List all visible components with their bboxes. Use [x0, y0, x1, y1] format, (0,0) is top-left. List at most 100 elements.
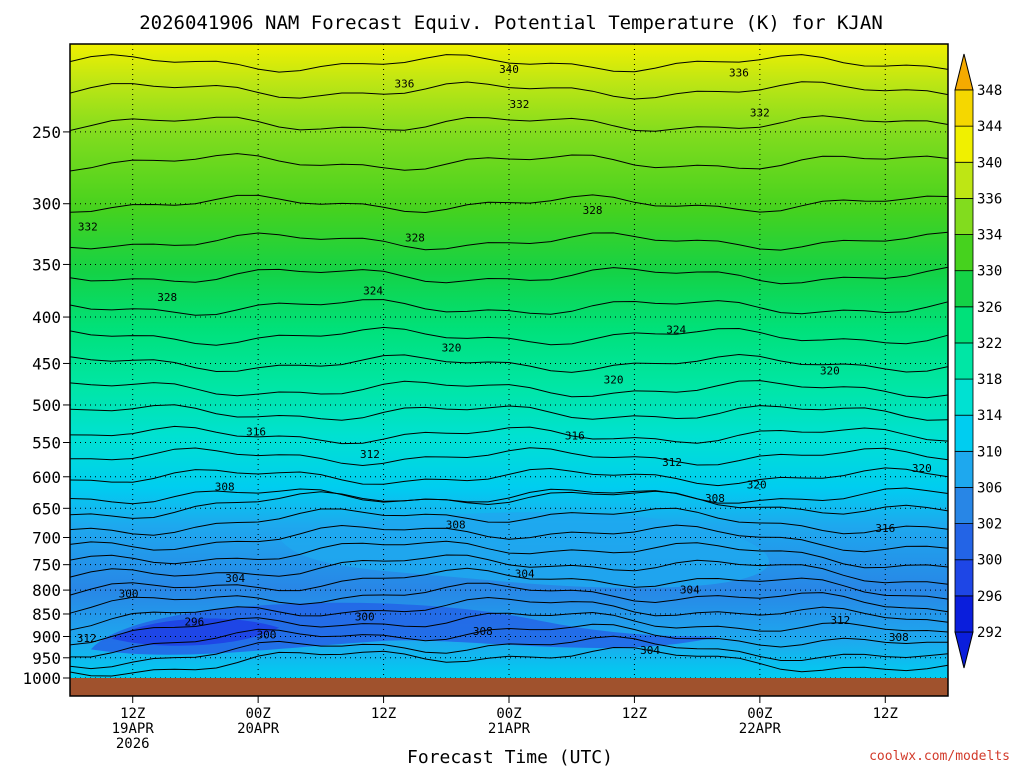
x-tick-label: 19APR — [112, 721, 155, 737]
x-tick-label: 2026 — [116, 736, 150, 752]
contour-line — [69, 231, 949, 251]
contour-label: 308 — [705, 492, 725, 505]
contour-label: 332 — [750, 107, 770, 120]
y-tick-label: 500 — [32, 396, 61, 415]
colorbar-swatch — [954, 306, 974, 344]
colorbar: 292 296 300 302 306 310 314 318 322 326 330 334 336 3… — [954, 53, 1002, 669]
colorbar-swatch — [954, 414, 974, 452]
contour-line — [69, 582, 949, 614]
y-tick-label: 350 — [32, 255, 61, 274]
colorbar-swatch — [954, 559, 974, 597]
colorbar-label: 306 — [977, 480, 1002, 496]
y-tick-label: 750 — [32, 556, 61, 575]
colorbar-min-arrow — [954, 631, 974, 669]
contour-line — [69, 81, 949, 100]
colorbar-swatch — [954, 125, 974, 163]
x-tick-label: 00Z — [747, 706, 772, 722]
contour-label: 312 — [77, 632, 97, 645]
contour-label: 296 — [184, 615, 204, 628]
x-tick-label: 12Z — [873, 706, 898, 722]
contour-label: 320 — [912, 462, 932, 475]
colorbar-label: 296 — [977, 589, 1002, 605]
contour-label: 328 — [157, 291, 177, 304]
colorbar-max-arrow — [954, 53, 974, 91]
contour-line — [69, 194, 949, 214]
y-tick-label: 250 — [32, 123, 61, 142]
colorbar-label: 314 — [977, 408, 1002, 424]
contour-label: 320 — [820, 364, 840, 377]
contour-line — [69, 299, 949, 316]
colorbar-label: 326 — [977, 300, 1002, 316]
colorbar-label: 322 — [977, 336, 1002, 352]
colorbar-label: 334 — [977, 228, 1002, 244]
colorbar-label: 310 — [977, 444, 1002, 460]
x-tick-label: 21APR — [488, 721, 531, 737]
source-label[interactable]: coolwx.com/modelts — [869, 749, 1010, 764]
contour-line — [69, 425, 949, 445]
contour-label: 304 — [640, 644, 660, 657]
contour-label: 308 — [889, 631, 909, 644]
contour-label: 320 — [747, 479, 767, 492]
colorbar-label: 340 — [977, 155, 1002, 171]
y-tick-label: 600 — [32, 468, 61, 487]
y-tick-label: 800 — [32, 581, 61, 600]
contour-label: 312 — [360, 448, 380, 461]
y-tick-label: 700 — [32, 528, 61, 547]
cold-core-region — [111, 618, 280, 646]
contour-label: 312 — [830, 614, 850, 627]
colorbar-swatch — [954, 234, 974, 272]
y-tick-label: 850 — [32, 605, 61, 624]
colorbar-swatch — [954, 523, 974, 561]
y-tick-label: 300 — [32, 195, 61, 214]
colorbar-swatch — [954, 270, 974, 308]
colorbar-label: 302 — [977, 517, 1002, 533]
contour-label: 328 — [583, 204, 603, 217]
colorbar-label: 344 — [977, 119, 1002, 135]
contour-label: 336 — [729, 66, 749, 79]
colorbar-swatch — [954, 342, 974, 380]
colorbar-label: 348 — [977, 83, 1002, 99]
contour-label: 336 — [395, 77, 415, 90]
y-tick-label: 1000 — [22, 669, 61, 688]
contour-label: 328 — [405, 232, 425, 245]
contour-line — [69, 540, 949, 569]
contour-label: 316 — [246, 426, 266, 439]
contour-line — [69, 326, 949, 346]
contour-label: 316 — [875, 522, 895, 535]
contour-line — [69, 404, 949, 421]
colorbar-swatch — [954, 487, 974, 525]
contour-label: 304 — [515, 568, 535, 581]
x-tick-label: 20APR — [237, 721, 280, 737]
colorbar-swatch — [954, 450, 974, 488]
contour-line — [69, 353, 949, 373]
y-tick-label: 650 — [32, 499, 61, 518]
plot-area: 340 336 336 332 332 332 328 328 328 324 324 320 320 3… — [69, 43, 949, 697]
y-tick-label: 900 — [32, 627, 61, 646]
contour-label: 312 — [662, 456, 682, 469]
contour-label: 340 — [499, 63, 519, 76]
contour-line — [69, 611, 949, 646]
colorbar-swatch — [954, 197, 974, 235]
contour-line — [69, 567, 949, 600]
contour-label: 308 — [446, 518, 466, 531]
contour-label: 308 — [473, 625, 493, 638]
colorbar-swatch — [954, 595, 974, 633]
contour-label: 332 — [78, 221, 98, 234]
contour-label: 316 — [565, 429, 585, 442]
contour-label: 300 — [355, 610, 375, 623]
x-tick-label: 00Z — [245, 706, 270, 722]
contour-label: 304 — [680, 584, 700, 597]
ground-surface — [70, 678, 948, 696]
chart-title: 2026041906 NAM Forecast Equiv. Potential… — [139, 12, 883, 34]
contour-line — [69, 490, 949, 519]
contour-line — [69, 623, 949, 658]
colorbar-label: 336 — [977, 191, 1002, 207]
y-tick-label: 950 — [32, 649, 61, 668]
contour-line — [69, 487, 949, 505]
contour-label: 304 — [225, 572, 245, 585]
x-tick-label: 12Z — [120, 706, 145, 722]
colorbar-label: 318 — [977, 372, 1002, 388]
x-tick-label: 00Z — [496, 706, 521, 722]
y-tick-label: 450 — [32, 354, 61, 373]
